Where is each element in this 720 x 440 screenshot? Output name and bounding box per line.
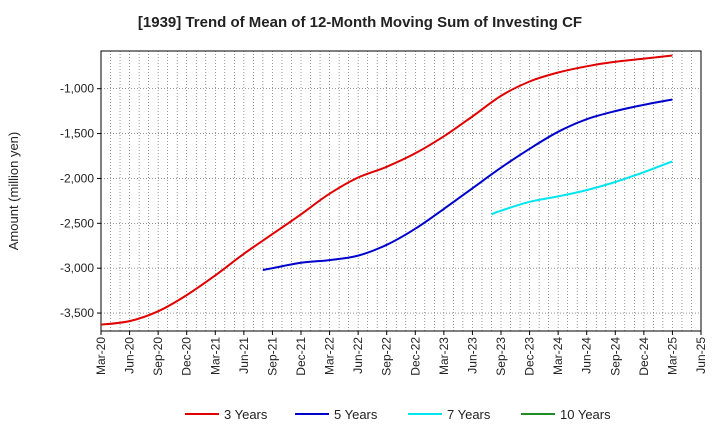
legend-label-10-years: 10 Years — [560, 407, 611, 422]
chart-title: [1939] Trend of Mean of 12-Month Moving … — [137, 14, 583, 31]
x-tick-label: Sep-23 — [494, 337, 508, 376]
x-tick-label: Mar-23 — [437, 337, 451, 375]
series-lines — [100, 54, 673, 326]
x-tick-label: Dec-21 — [294, 337, 308, 376]
x-tick-label: Jun-22 — [351, 337, 365, 374]
x-tick-label: Jun-24 — [580, 337, 594, 374]
x-tick-label: Sep-21 — [265, 337, 279, 376]
x-tick-label: Sep-24 — [608, 337, 622, 376]
y-tick-label: -1,500 — [60, 127, 94, 141]
series-line-5-years — [262, 98, 673, 271]
x-tick-label: Mar-24 — [551, 337, 565, 375]
legend-label-3-years: 3 Years — [224, 407, 268, 422]
x-axis: Mar-20 Jun-20 Sep-20 Dec-20 Mar-21 Jun-21 Sep-… — [94, 331, 708, 376]
x-tick-label: Mar-22 — [323, 337, 337, 375]
x-tick-label: Dec-24 — [637, 337, 651, 376]
x-tick-label: Dec-22 — [408, 337, 422, 376]
x-tick-label: Sep-22 — [380, 337, 394, 376]
y-tick-label: -2,000 — [60, 171, 94, 185]
y-axis: -1,000 -1,500 -2,000 -2,500 -3,000 -3,500 — [60, 82, 101, 320]
y-tick-label: -3,000 — [60, 261, 94, 275]
grid-lines — [101, 51, 701, 331]
x-tick-label: Mar-20 — [94, 337, 108, 375]
legend-label-5-years: 5 Years — [334, 407, 378, 422]
y-axis-title: Amount (million yen) — [6, 132, 21, 251]
x-tick-label: Mar-25 — [665, 337, 679, 375]
x-tick-label: Dec-20 — [180, 337, 194, 376]
series-line-7-years — [491, 160, 673, 216]
y-tick-label: -2,500 — [60, 216, 94, 230]
x-tick-label: Jun-21 — [237, 337, 251, 374]
legend: 3 Years 5 Years 7 Years 10 Years — [185, 407, 611, 422]
x-tick-label: Dec-23 — [523, 337, 537, 376]
series-line-3-years — [100, 54, 673, 326]
x-tick-label: Jun-23 — [465, 337, 479, 374]
plot-frame — [100, 50, 702, 332]
y-tick-label: -1,000 — [60, 82, 94, 96]
plot-area — [101, 51, 701, 331]
x-tick-label: Jun-20 — [123, 337, 137, 374]
x-tick-label: Sep-20 — [151, 337, 165, 376]
x-tick-label: Jun-25 — [694, 337, 708, 374]
legend-label-7-years: 7 Years — [447, 407, 491, 422]
y-tick-label: -3,500 — [60, 306, 94, 320]
x-tick-label: Mar-21 — [208, 337, 222, 375]
